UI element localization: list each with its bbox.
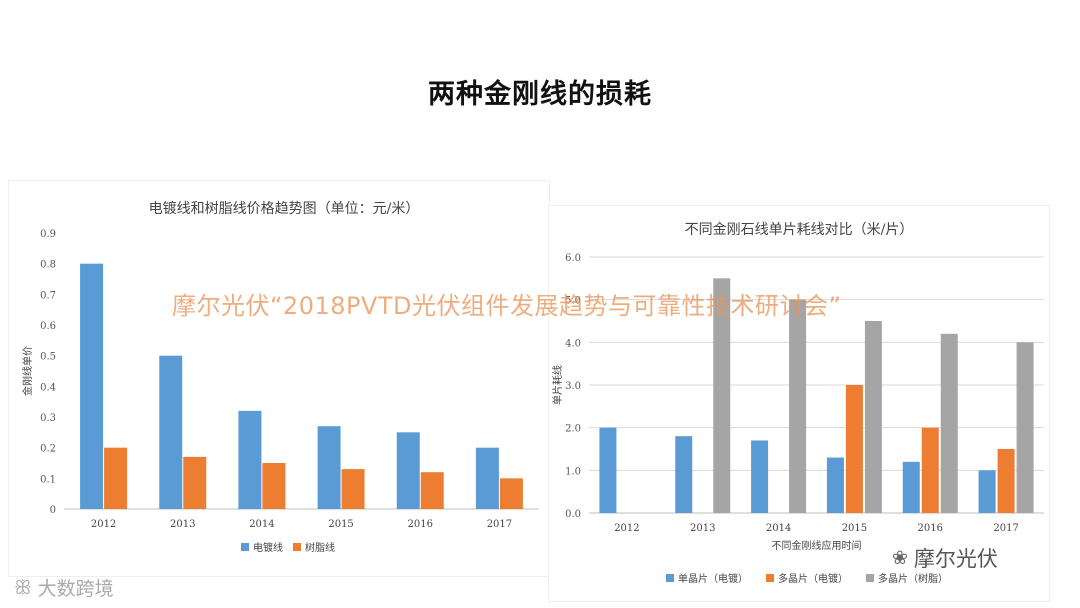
bar	[238, 410, 262, 509]
legend-swatch	[766, 574, 774, 582]
y-tick-label: 0.7	[40, 290, 56, 301]
chart-title: 电镀线和树脂线价格趋势图（单位：元/米）	[149, 200, 420, 217]
bar	[104, 447, 128, 509]
y-tick-label: 0.3	[40, 413, 56, 424]
legend-label: 单晶片（电镀）	[678, 572, 748, 585]
bar	[845, 385, 863, 513]
y-tick-label: 0.2	[40, 444, 56, 455]
bar	[1016, 342, 1034, 513]
legend-label: 树脂线	[305, 541, 335, 554]
x-tick-label: 2016	[408, 519, 433, 530]
y-tick-label: 0	[50, 505, 56, 516]
bar	[864, 321, 882, 513]
y-tick-label: 0.6	[40, 321, 56, 332]
x-tick-label: 2013	[170, 519, 195, 530]
price-trend-chart: 电镀线和树脂线价格趋势图（单位：元/米） 0 0.1 0.2 0.3 0.4 0.5 0.6 0…	[8, 180, 550, 577]
y-tick-label: 0.5	[40, 352, 56, 363]
bar	[997, 449, 1015, 513]
bar	[396, 432, 420, 509]
bar	[826, 457, 844, 513]
y-axis-label: 单片耗线	[551, 365, 564, 405]
x-tick-label: 2015	[842, 523, 867, 534]
legend-label: 多晶片（电镀）	[778, 572, 848, 585]
y-tick-label: 0.0	[565, 509, 581, 520]
bar	[341, 469, 365, 509]
y-tick-label: 4.0	[565, 338, 581, 349]
brand-mark: ❀ 摩尔光伏	[892, 543, 998, 573]
legend-swatch	[666, 574, 674, 582]
y-tick-label: 0.8	[40, 260, 56, 271]
bar	[599, 427, 617, 513]
x-tick-label: 2014	[249, 519, 274, 530]
x-tick-label: 2017	[993, 523, 1018, 534]
bar	[183, 456, 207, 509]
price-trend-chart-svg: 电镀线和树脂线价格趋势图（单位：元/米） 0 0.1 0.2 0.3 0.4 0.5 0.6 0…	[21, 200, 539, 554]
logo-icon: ꕥ	[14, 576, 32, 599]
legend-label: 多晶片（树脂）	[878, 572, 948, 585]
bar	[921, 427, 939, 513]
slide-title: 两种金刚线的损耗	[428, 79, 652, 110]
x-tick-label: 2012	[91, 519, 116, 530]
x-tick-label: 2014	[766, 523, 791, 534]
bar	[262, 463, 286, 509]
watermark-text: 摩尔光伏“2018PVTD光伏组件发展趋势与可靠性技术研讨会”	[172, 292, 842, 320]
legend-label: 电镀线	[253, 541, 283, 554]
y-tick-label: 1.0	[565, 466, 581, 477]
y-tick-label: 0.4	[40, 382, 56, 393]
bar	[317, 426, 341, 509]
bar	[789, 299, 807, 513]
bar	[159, 355, 183, 509]
x-tick-label: 2012	[614, 523, 639, 534]
corner-logo-text: 大数跨境	[37, 578, 114, 600]
x-tick-label: 2017	[487, 519, 512, 530]
bar	[940, 333, 958, 513]
bar	[751, 440, 769, 513]
wechat-icon: ❀	[892, 547, 908, 569]
legend-swatch	[866, 574, 874, 582]
y-tick-label: 0.1	[40, 474, 56, 485]
bar	[420, 472, 444, 509]
bar	[978, 470, 996, 513]
y-tick-label: 3.0	[565, 381, 581, 392]
wire-consumption-chart: 不同金刚石线单片耗线对比（米/片） 0.0 1.0 2.0 3.0 4.0 5.0 6.0 单片…	[548, 205, 1050, 602]
brand-name: 摩尔光伏	[913, 547, 998, 571]
bar	[902, 461, 920, 513]
bar	[499, 478, 523, 509]
y-tick-label: 6.0	[565, 253, 581, 264]
bar	[80, 263, 104, 509]
y-tick-label: 0.9	[40, 229, 56, 240]
legend-swatch	[241, 543, 249, 551]
chart-title: 不同金刚石线单片耗线对比（米/片）	[685, 222, 914, 238]
legend-swatch	[293, 543, 301, 551]
x-tick-label: 2013	[690, 523, 715, 534]
x-axis-label: 不同金刚线应用时间	[772, 539, 862, 552]
y-tick-label: 5.0	[565, 296, 581, 307]
wire-consumption-chart-svg: 不同金刚石线单片耗线对比（米/片） 0.0 1.0 2.0 3.0 4.0 5.0 6.0 单片…	[551, 222, 1044, 585]
y-axis-label: 金刚线单价	[21, 346, 34, 396]
corner-logo: ꕥ 大数跨境	[14, 574, 114, 601]
y-tick-label: 2.0	[565, 424, 581, 435]
bar	[675, 436, 693, 513]
x-tick-label: 2015	[328, 519, 353, 530]
bar	[713, 278, 731, 513]
x-tick-label: 2016	[918, 523, 943, 534]
bar	[475, 447, 499, 509]
